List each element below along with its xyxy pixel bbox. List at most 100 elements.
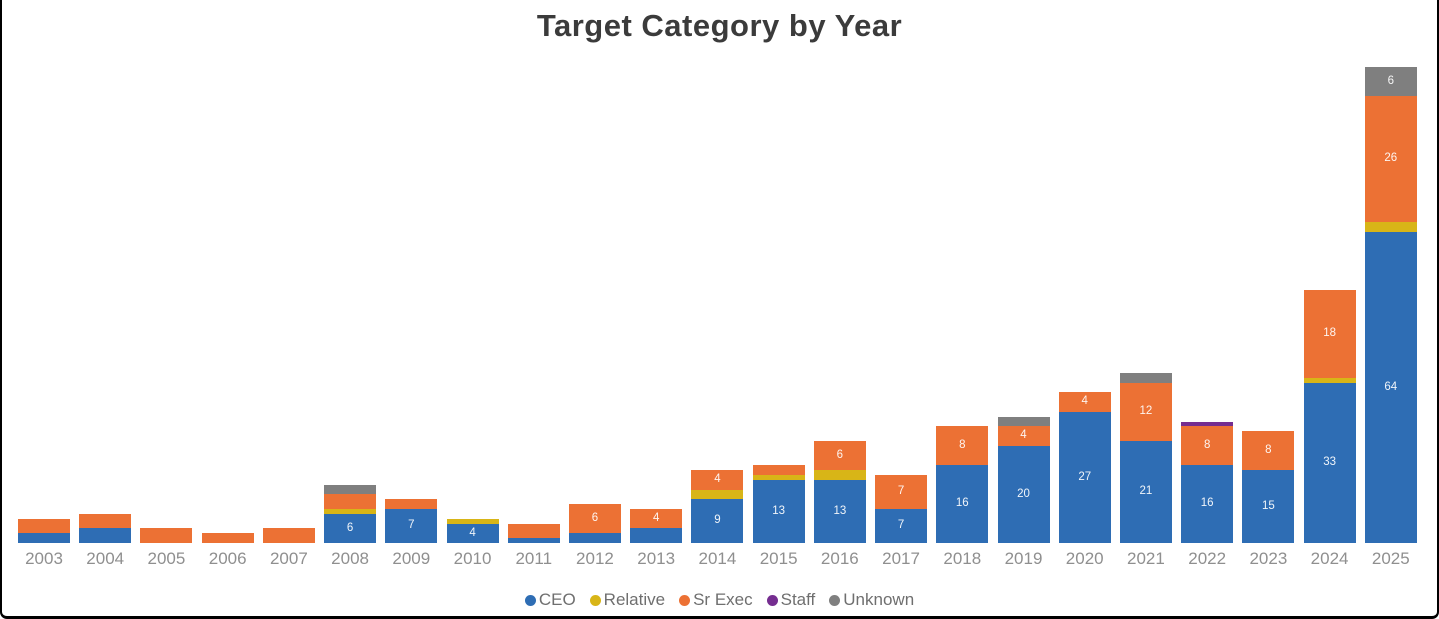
- bar-segment[interactable]: [507, 538, 560, 543]
- bar-segment[interactable]: 6: [1364, 66, 1417, 96]
- bar-column[interactable]: 7: [385, 66, 438, 543]
- bar-segment[interactable]: [262, 528, 315, 543]
- bar-column[interactable]: 64 26 6: [1364, 66, 1417, 543]
- chart-title: Target Category by Year: [536, 8, 903, 43]
- bar-segment[interactable]: 15: [1242, 470, 1295, 543]
- bar-segment[interactable]: [1303, 377, 1356, 383]
- bar-segment[interactable]: [1181, 421, 1234, 427]
- bar-segment[interactable]: [324, 494, 377, 509]
- bar-segment-label: 13: [772, 504, 786, 517]
- bar-segment[interactable]: 9: [691, 499, 744, 543]
- x-axis-label: 2023: [1249, 549, 1288, 568]
- bar-segment[interactable]: [997, 416, 1050, 427]
- bar-segment[interactable]: [507, 523, 560, 539]
- bar-segment[interactable]: [1119, 372, 1172, 383]
- bar-segment[interactable]: 4: [630, 508, 683, 529]
- legend-dot-icon: [766, 594, 778, 606]
- bar-segment-label: 6: [1387, 74, 1395, 87]
- bar-column[interactable]: 21 12: [1119, 66, 1172, 543]
- bar-segment[interactable]: 7: [875, 508, 928, 543]
- bar-segment[interactable]: 6: [568, 504, 621, 534]
- bar-segment-label: 27: [1078, 470, 1092, 483]
- bar-segment[interactable]: 8: [936, 426, 989, 466]
- legend: CEO Relative Sr Exec Staff Unknown: [2, 590, 1437, 610]
- bar-segment[interactable]: 21: [1119, 440, 1172, 543]
- bar-segment-label: 16: [1200, 497, 1214, 510]
- x-axis-label: 2004: [86, 549, 125, 568]
- bar-segment[interactable]: 18: [1303, 290, 1356, 378]
- bar-segment[interactable]: [1364, 222, 1417, 232]
- bar-column[interactable]: 33 18: [1303, 66, 1356, 543]
- bar-segment[interactable]: [140, 528, 193, 543]
- bar-column[interactable]: [507, 66, 560, 543]
- bar-segment[interactable]: 33: [1303, 382, 1356, 543]
- legend-item-unknown[interactable]: Unknown: [829, 590, 914, 610]
- bar-segment[interactable]: [79, 513, 132, 529]
- legend-dot-icon: [829, 594, 841, 606]
- bar-segment-label: 7: [897, 485, 905, 498]
- bar-segment[interactable]: 6: [813, 440, 866, 471]
- bar-column[interactable]: 13 6: [813, 66, 866, 543]
- bar-column[interactable]: [18, 66, 70, 543]
- bar-segment[interactable]: 12: [1119, 382, 1172, 441]
- bar-segment[interactable]: [813, 470, 866, 480]
- legend-item-relative[interactable]: Relative: [589, 590, 665, 610]
- legend-item-ceo[interactable]: CEO: [524, 590, 576, 610]
- bar-segment[interactable]: 6: [324, 513, 377, 543]
- bar-segment[interactable]: 8: [1242, 431, 1295, 471]
- x-axis-label: 2020: [1065, 549, 1104, 568]
- bar-segment[interactable]: 8: [1181, 426, 1234, 466]
- bar-segment[interactable]: 4: [446, 523, 499, 543]
- bar-column[interactable]: 6: [324, 66, 377, 543]
- bar-segment[interactable]: [630, 528, 683, 543]
- bar-segment[interactable]: [18, 533, 70, 543]
- bar-column[interactable]: 4: [630, 66, 683, 543]
- bar-segment[interactable]: [691, 489, 744, 500]
- bar-segment[interactable]: [446, 518, 499, 524]
- bar-segment[interactable]: 13: [813, 479, 866, 543]
- legend-item-staff[interactable]: Staff: [766, 590, 815, 610]
- x-axis-label: 2021: [1127, 549, 1165, 568]
- bar-segment[interactable]: [18, 518, 70, 534]
- bar-segment[interactable]: 26: [1364, 95, 1417, 223]
- bar-segment[interactable]: [752, 474, 805, 480]
- bar-column[interactable]: 16 8: [1181, 66, 1234, 543]
- bar-column[interactable]: 4: [446, 66, 499, 543]
- bar-segment[interactable]: 13: [752, 479, 805, 543]
- x-axis-label: 2016: [820, 549, 859, 568]
- bar-segment[interactable]: 7: [875, 474, 928, 509]
- bar-segment-label: 20: [1017, 487, 1030, 500]
- bar-column[interactable]: 20 4: [997, 66, 1050, 543]
- bar-segment-label: 7: [408, 519, 415, 532]
- bar-segment[interactable]: 4: [1058, 392, 1111, 412]
- x-axis-label: 2006: [208, 549, 247, 568]
- bar-segment[interactable]: 7: [385, 508, 438, 543]
- x-axis-label: 2009: [392, 549, 431, 568]
- bar-column[interactable]: [201, 66, 254, 543]
- bar-column[interactable]: [79, 66, 132, 543]
- bar-column[interactable]: [140, 66, 193, 543]
- bar-segment[interactable]: 4: [691, 470, 744, 490]
- bar-segment[interactable]: 20: [997, 445, 1050, 543]
- bar-segment[interactable]: [324, 508, 377, 514]
- bar-segment[interactable]: 64: [1364, 231, 1417, 543]
- bar-segment[interactable]: 27: [1058, 411, 1111, 543]
- bar-column[interactable]: 27 4: [1058, 66, 1111, 543]
- bar-column[interactable]: 15 8: [1242, 66, 1295, 543]
- bar-column[interactable]: [262, 66, 315, 543]
- bar-segment[interactable]: [201, 533, 254, 543]
- bar-segment[interactable]: 4: [997, 426, 1050, 446]
- legend-item-sr-exec[interactable]: Sr Exec: [679, 590, 753, 610]
- bar-segment[interactable]: [385, 499, 438, 509]
- bar-segment[interactable]: [568, 533, 621, 543]
- bar-segment[interactable]: [324, 484, 377, 495]
- bar-segment[interactable]: [79, 528, 132, 543]
- bar-column[interactable]: 13: [752, 66, 805, 543]
- bar-column[interactable]: 6: [568, 66, 621, 543]
- bar-segment[interactable]: [752, 465, 805, 475]
- bar-segment[interactable]: 16: [936, 465, 989, 543]
- bar-segment[interactable]: 16: [1181, 465, 1234, 543]
- bar-column[interactable]: 16 8: [936, 66, 989, 543]
